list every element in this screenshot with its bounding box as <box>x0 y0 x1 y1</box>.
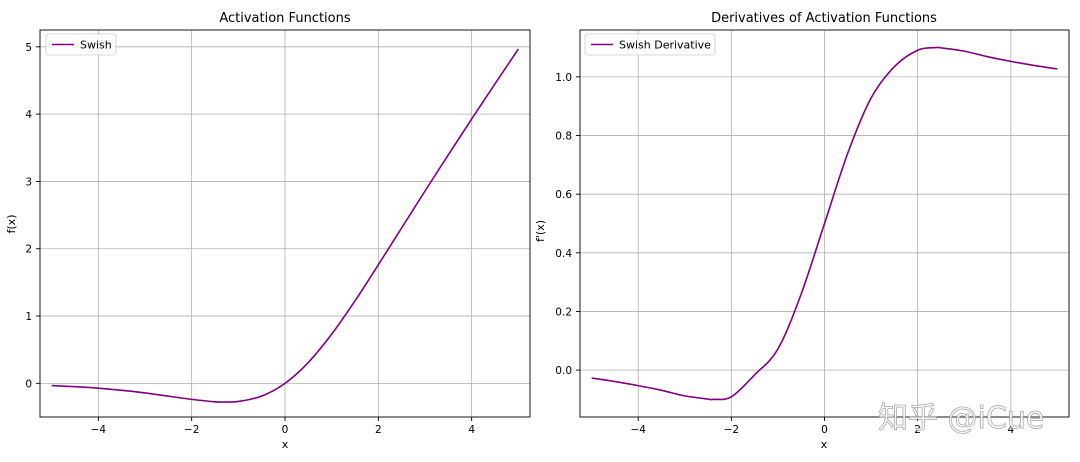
chart-title: Derivatives of Activation Functions <box>711 11 937 26</box>
x-axis-label: x <box>282 438 289 451</box>
x-tick-label: −4 <box>91 424 107 436</box>
x-tick-label: 4 <box>468 424 475 436</box>
x-tick-label: 0 <box>282 424 289 436</box>
x-tick-label: −4 <box>630 424 646 436</box>
legend-label: Swish Derivative <box>619 39 711 52</box>
y-tick-label: 1.0 <box>555 72 572 84</box>
series-line <box>591 46 1058 401</box>
series-line <box>51 48 519 403</box>
legend: Swish <box>45 33 117 56</box>
y-tick-label: 0.8 <box>555 131 572 143</box>
y-tick-label: 2 <box>25 244 32 256</box>
y-axis-label: f(x) <box>5 215 18 234</box>
y-tick-label: 0.0 <box>555 365 572 377</box>
y-tick-label: 5 <box>25 42 32 54</box>
y-tick-label: 4 <box>25 109 32 121</box>
chart-activation-functions: Activation Functions −4 −2 0 2 4 0 1 2 3 4 5 x f(x… <box>5 11 531 451</box>
legend-box <box>584 33 716 56</box>
chart-derivatives: Derivatives of Activation Functions −4 −2… <box>534 11 1070 451</box>
watermark: 知乎 @iCue <box>878 401 1044 436</box>
legend-label: Swish <box>80 39 112 52</box>
x-tick-label: −2 <box>724 424 739 436</box>
x-tick-label: 2 <box>375 424 382 436</box>
x-tick-label: 2 <box>914 424 921 436</box>
y-tick-label: 3 <box>25 176 32 188</box>
legend-box <box>45 33 117 56</box>
y-tick-label: 0.6 <box>555 189 572 201</box>
x-tick-label: −2 <box>184 424 199 436</box>
y-tick-label: 0.2 <box>555 306 572 318</box>
chart-title: Activation Functions <box>219 11 351 26</box>
y-tick-label: 0.4 <box>555 248 572 260</box>
legend: Swish Derivative <box>584 33 716 56</box>
x-tick-label: 4 <box>1007 424 1014 436</box>
x-tick-label: 0 <box>821 424 828 436</box>
x-axis-label: x <box>821 438 828 451</box>
y-tick-label: 1 <box>25 311 32 323</box>
y-tick-label: 0 <box>25 378 32 390</box>
y-axis-label: f'(x) <box>534 220 547 242</box>
